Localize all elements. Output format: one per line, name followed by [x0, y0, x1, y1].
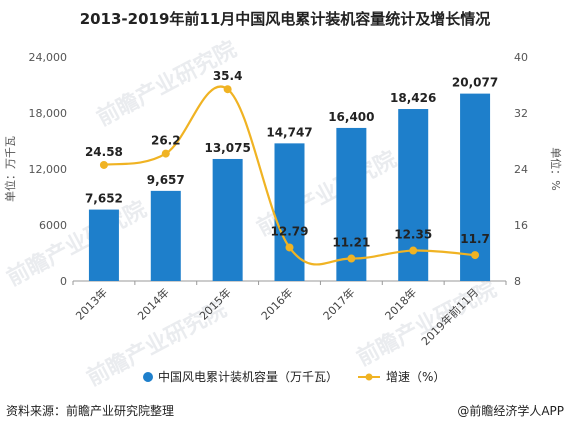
growth-point: [285, 243, 294, 252]
growth-value-label: 12.79: [271, 224, 309, 238]
brand-note: @前瞻经济学人APP: [457, 404, 564, 418]
y2-tick-label: 16: [514, 219, 528, 232]
legend-bar-label: 中国风电累计装机容量（万千瓦）: [158, 369, 338, 384]
bar-value-label: 13,075: [204, 141, 250, 155]
y-tick-label: 12,000: [29, 163, 68, 176]
bar-value-label: 16,400: [328, 110, 374, 124]
growth-point: [409, 246, 418, 255]
y-tick-label: 6000: [39, 219, 67, 232]
bar-value-label: 7,652: [85, 192, 123, 206]
y2-tick-label: 40: [514, 51, 528, 64]
growth-value-label: 11.21: [332, 236, 370, 250]
growth-value-label: 11.7: [460, 232, 490, 246]
x-tick-label: 2017年: [320, 285, 357, 322]
growth-point: [347, 254, 356, 263]
legend-line-dot: [365, 373, 373, 381]
bar-value-label: 20,077: [452, 76, 498, 90]
growth-value-label: 35.4: [213, 69, 243, 83]
y-tick-label: 24,000: [29, 51, 68, 64]
y-tick-label: 0: [60, 275, 67, 288]
y-axis-title: 单位：万千瓦: [3, 136, 17, 202]
growth-value-label: 12.35: [394, 228, 432, 242]
y2-tick-label: 24: [514, 163, 528, 176]
bar-value-label: 14,747: [266, 125, 312, 139]
source-note: 资料来源：前瞻产业研究院整理: [6, 404, 175, 418]
bar: [212, 158, 243, 281]
x-tick-label: 2013年: [73, 285, 110, 322]
bar: [460, 93, 491, 281]
watermark-text: 前瞻产业研究院: [3, 196, 151, 291]
bar: [274, 143, 305, 281]
legend-line-label: 增速（%）: [386, 370, 445, 384]
bar: [398, 109, 429, 281]
y2-tick-label: 8: [514, 275, 521, 288]
bar: [88, 209, 119, 281]
chart-title: 2013-2019年前11月中国风电累计装机容量统计及增长情况: [79, 10, 491, 28]
bar-value-label: 9,657: [147, 173, 185, 187]
growth-value-label: 26.2: [151, 134, 181, 148]
x-tick-label: 2016年: [258, 285, 295, 322]
growth-point: [99, 160, 108, 169]
y2-tick-label: 32: [514, 107, 528, 120]
watermark-text: 前瞻产业研究院: [353, 276, 501, 371]
legend-bar-marker: [143, 372, 153, 382]
bar: [150, 190, 181, 281]
growth-value-label: 24.58: [85, 145, 123, 159]
y2-axis-title: 单位：%: [549, 147, 563, 190]
growth-point: [223, 85, 232, 94]
growth-point: [161, 149, 170, 158]
x-tick-label: 2014年: [134, 285, 171, 322]
growth-point: [471, 251, 480, 260]
bar-value-label: 18,426: [390, 91, 436, 105]
y-tick-label: 18,000: [29, 107, 68, 120]
watermark-text: 前瞻产业研究院: [93, 36, 241, 131]
